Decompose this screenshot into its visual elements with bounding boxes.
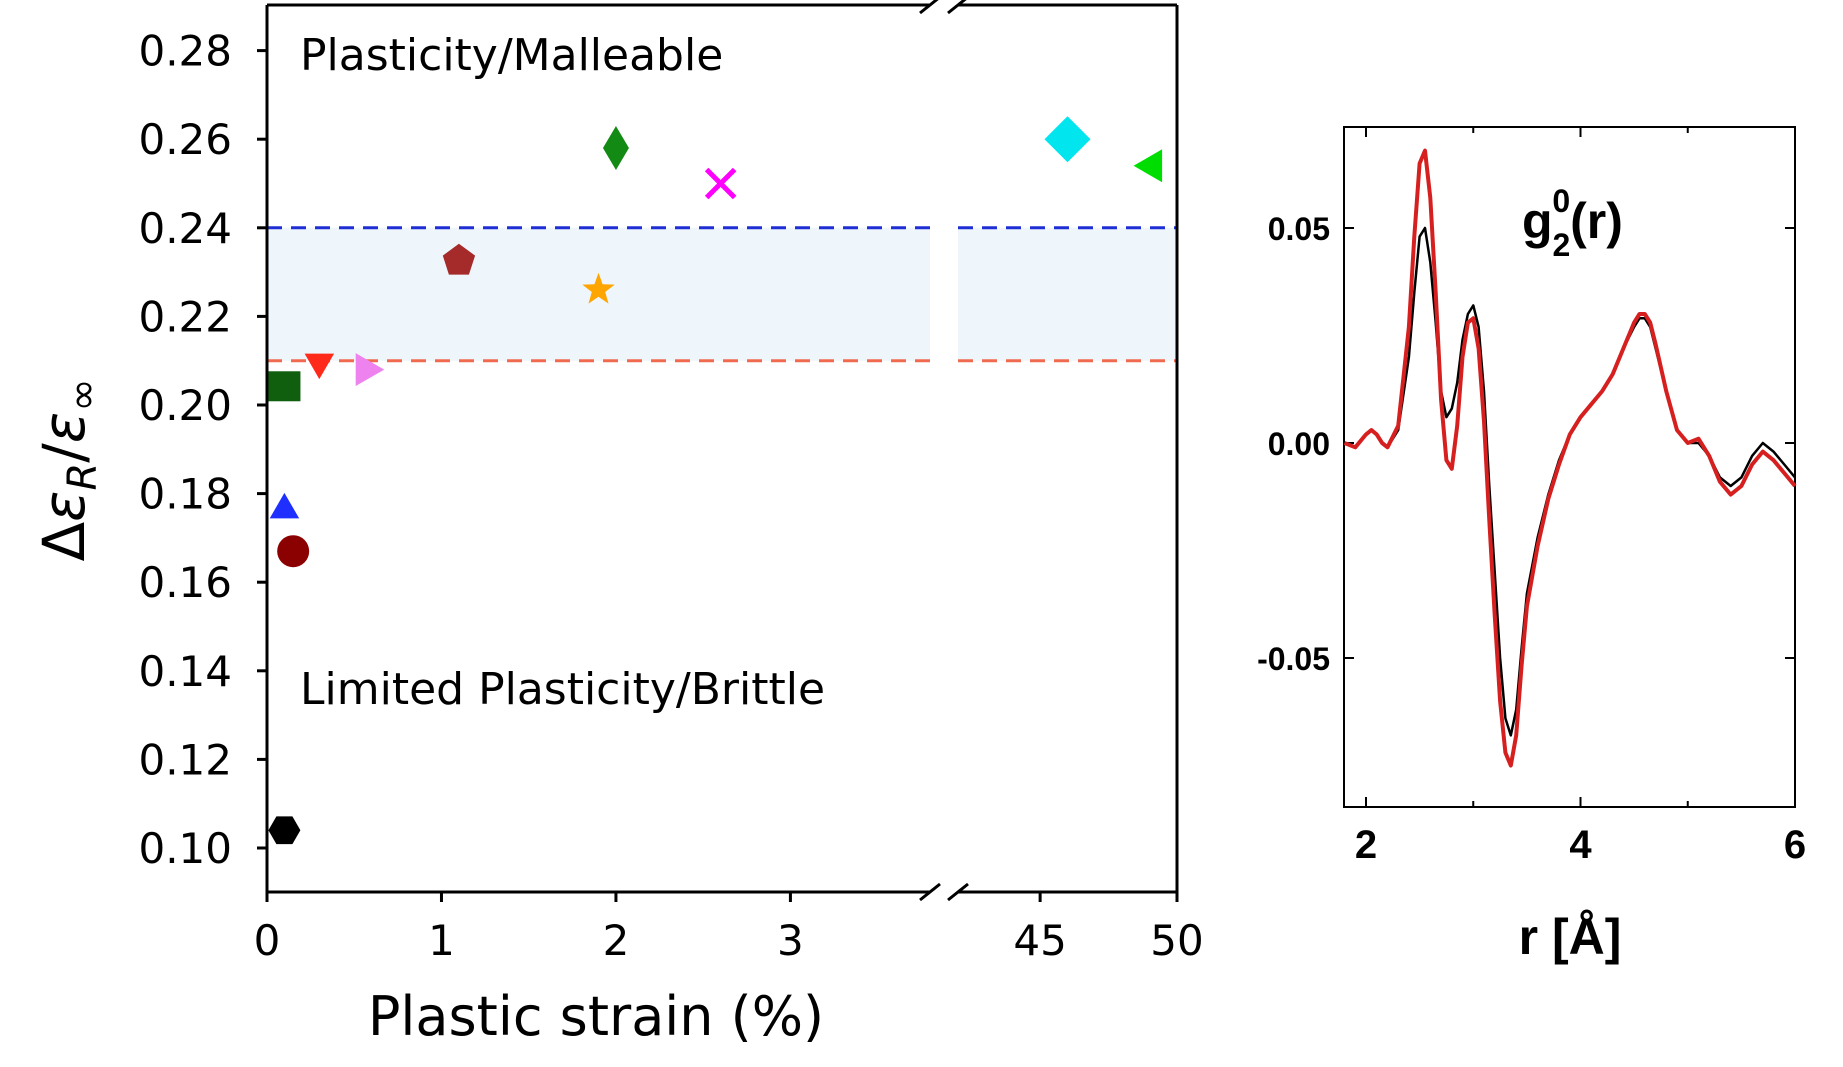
point-circle bbox=[277, 535, 310, 568]
point-x bbox=[704, 167, 737, 200]
ylabel-slash: / bbox=[30, 443, 98, 463]
axis-break-mark-4 bbox=[947, 882, 969, 902]
r-x-tick-label: 2 bbox=[1355, 823, 1377, 867]
point-triangle-up bbox=[269, 492, 300, 519]
x-tick-label: 50 bbox=[1150, 916, 1203, 965]
point-square bbox=[268, 371, 301, 402]
axis-break-mark-1 bbox=[919, 0, 939, 15]
title-sub: 2 bbox=[1553, 227, 1571, 263]
x-tick-label: 3 bbox=[777, 916, 804, 965]
right-panel: 2 4 6-0.050.000.05 g20(r) r [Å] bbox=[1257, 126, 1806, 965]
r-y-tick-label: 0.05 bbox=[1268, 211, 1330, 247]
y-tick-label: 0.26 bbox=[138, 115, 232, 164]
point-star bbox=[582, 272, 615, 304]
ylabel-sub-inf: ∞ bbox=[60, 378, 106, 411]
y-tick-label: 0.12 bbox=[138, 735, 232, 784]
point-pentagon bbox=[442, 243, 476, 275]
right-series-lines bbox=[1343, 148, 1797, 768]
y-tick-label: 0.28 bbox=[138, 27, 232, 76]
right-x-axis-label: r [Å] bbox=[1519, 909, 1622, 965]
axis-break-mark-2 bbox=[947, 0, 967, 15]
y-tick-label: 0.10 bbox=[138, 824, 232, 873]
right-plot-frame bbox=[1343, 126, 1796, 808]
band-fill-2 bbox=[958, 227, 1177, 361]
y-tick-label: 0.24 bbox=[138, 204, 232, 253]
title-base: g bbox=[1522, 193, 1553, 249]
ylabel-delta: Δ bbox=[30, 522, 98, 562]
point-triangle-left bbox=[1133, 149, 1163, 183]
y-tick-label: 0.16 bbox=[138, 558, 232, 607]
x-tick-label: 0 bbox=[254, 916, 281, 965]
point-triangle-down bbox=[304, 353, 335, 380]
ylabel-eps-inf: ε bbox=[30, 412, 98, 443]
ylabel-sub-r: R bbox=[60, 463, 106, 491]
point-hexagon bbox=[268, 816, 301, 845]
left-x-ticks: 0 1 2 3 45 50 bbox=[254, 892, 1204, 965]
left-y-ticks: 0.10 0.12 0.14 0.16 0.18 0.20 0.22 0.24 0.26 0.28 bbox=[138, 27, 267, 873]
plasticity-band bbox=[267, 226, 1177, 363]
r-x-tick-label: 6 bbox=[1784, 823, 1806, 867]
y-tick-label: 0.14 bbox=[138, 647, 232, 696]
left-scatter-points bbox=[268, 116, 1163, 845]
y-tick-label: 0.20 bbox=[138, 381, 232, 430]
point-thin-diamond bbox=[602, 126, 629, 171]
r-x-tick-label: 4 bbox=[1569, 823, 1592, 867]
left-plot-frame bbox=[265, 0, 1179, 902]
point-diamond bbox=[1044, 116, 1091, 163]
axis-break-mark-3 bbox=[919, 882, 941, 902]
annotation-limited-plasticity-brittle: Limited Plasticity/Brittle bbox=[300, 664, 825, 715]
left-panel: 0.10 0.12 0.14 0.16 0.18 0.20 0.22 0.24 0.26 0.28… bbox=[30, 0, 1204, 1048]
ylabel-eps-r: ε bbox=[30, 490, 98, 521]
left-y-axis-label: ΔεR/ε∞ bbox=[30, 378, 106, 561]
left-x-axis-label: Plastic strain (%) bbox=[368, 985, 824, 1048]
y-tick-label: 0.18 bbox=[138, 470, 232, 519]
r-y-tick-label: 0.00 bbox=[1268, 426, 1330, 462]
right-ticks: 2 4 6 -0.05 0.00 0.05 bbox=[1257, 127, 1806, 867]
annotation-plasticity-malleable: Plasticity/Malleable bbox=[300, 30, 723, 81]
series-line-2 bbox=[1343, 148, 1797, 768]
title-sup: 0 bbox=[1552, 183, 1570, 219]
y-tick-label: 0.22 bbox=[138, 292, 232, 341]
x-tick-label: 1 bbox=[428, 916, 455, 965]
r-y-tick-label: -0.05 bbox=[1257, 641, 1330, 677]
point-triangle-right bbox=[355, 353, 385, 386]
title-arg: (r) bbox=[1570, 193, 1623, 249]
x-tick-label: 45 bbox=[1013, 916, 1066, 965]
x-tick-label: 2 bbox=[603, 916, 630, 965]
right-title: g2 0(r) bbox=[1522, 183, 1623, 263]
